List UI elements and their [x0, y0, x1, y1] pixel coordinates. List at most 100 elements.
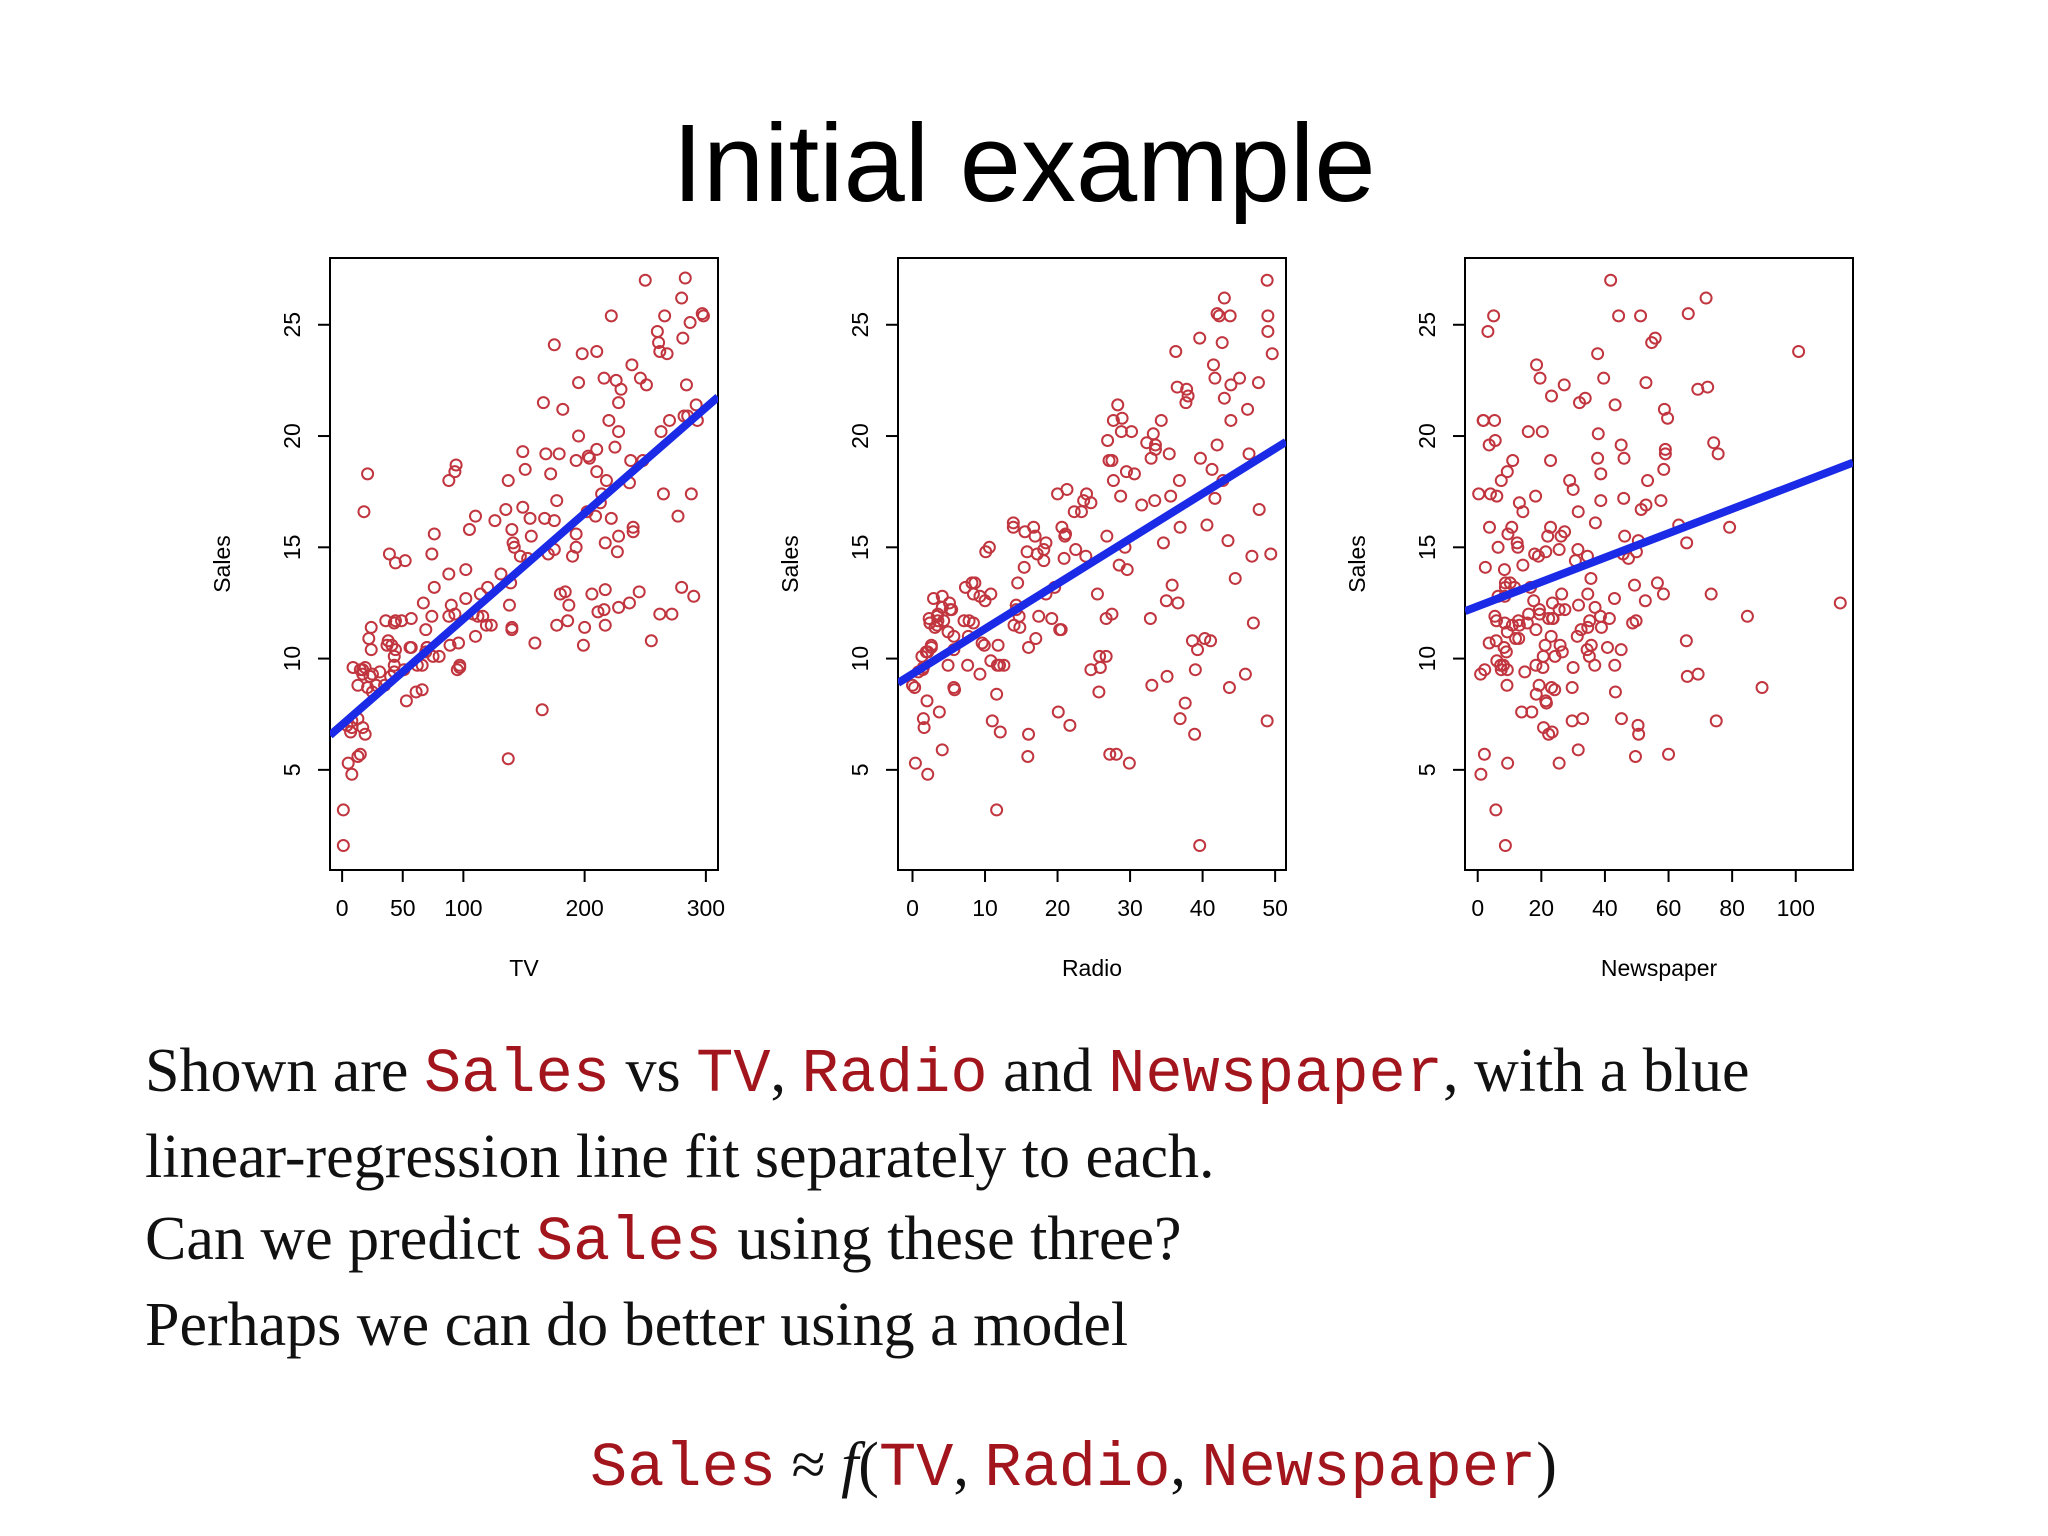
data-point	[1478, 663, 1492, 677]
data-point	[1067, 505, 1081, 519]
data-point	[632, 585, 646, 599]
data-point	[1704, 587, 1718, 601]
data-point	[353, 747, 367, 761]
data-point	[1233, 371, 1247, 385]
chart-tv: 0 50 100 200 300 5 10 15 20 25 TV Sales	[209, 257, 725, 981]
data-point	[687, 589, 701, 603]
data-point	[1701, 380, 1715, 394]
data-point	[448, 607, 462, 621]
data-point	[1101, 433, 1115, 447]
data-point	[1529, 687, 1543, 701]
data-point	[513, 549, 527, 563]
data-point	[1588, 658, 1602, 672]
data-point	[1490, 489, 1504, 503]
data-point	[1148, 494, 1162, 508]
data-point	[1566, 482, 1580, 496]
data-point	[572, 376, 586, 390]
data-point	[975, 636, 989, 650]
data-point	[1055, 520, 1069, 534]
description-line-4: Perhaps we can do better using a model	[145, 1291, 1129, 1359]
data-point	[1217, 391, 1231, 405]
data-point	[448, 465, 462, 479]
data-point	[357, 505, 371, 519]
data-point	[501, 752, 515, 766]
data-point	[1482, 438, 1496, 452]
data-point	[452, 636, 466, 650]
data-point	[1709, 714, 1723, 728]
data-point	[1482, 636, 1496, 650]
x-tick-label: 0	[1471, 895, 1484, 921]
data-point	[945, 603, 959, 617]
x-tick-label: 20	[1045, 895, 1071, 921]
data-point	[947, 681, 961, 695]
data-point	[654, 425, 668, 439]
data-point	[604, 309, 618, 323]
regression-line	[330, 393, 718, 739]
data-point	[1591, 347, 1605, 361]
data-point	[1581, 587, 1595, 601]
data-point	[1632, 727, 1646, 741]
data-point	[1600, 640, 1614, 654]
formula-arg-newspaper: Newspaper	[1201, 1433, 1537, 1504]
data-point	[544, 467, 558, 481]
data-point	[1565, 681, 1579, 695]
data-point	[361, 681, 375, 695]
data-point	[1106, 474, 1120, 488]
data-point	[1565, 714, 1579, 728]
data-point	[932, 705, 946, 719]
data-point	[1228, 571, 1242, 585]
x-tick-label: 0	[336, 895, 349, 921]
data-point	[1491, 540, 1505, 554]
data-point	[957, 614, 971, 628]
data-point	[984, 654, 998, 668]
data-point	[991, 638, 1005, 652]
data-point	[1580, 643, 1594, 657]
data-point	[1566, 660, 1580, 674]
data-point	[388, 614, 402, 628]
code-sales: Sales	[423, 1039, 610, 1110]
data-point	[1639, 376, 1653, 390]
data-point	[1074, 505, 1088, 519]
data-point	[1500, 678, 1514, 692]
data-point	[1535, 425, 1549, 439]
data-point	[1171, 596, 1185, 610]
data-point	[927, 591, 941, 605]
data-point	[597, 371, 611, 385]
data-point	[336, 803, 350, 817]
data-point	[1608, 658, 1622, 672]
data-point	[351, 750, 365, 764]
data-point	[1571, 505, 1585, 519]
data-point	[658, 309, 672, 323]
data-point	[1545, 725, 1559, 739]
data-point	[1658, 447, 1672, 461]
data-point	[1488, 609, 1502, 623]
data-point	[518, 462, 532, 476]
data-point	[1215, 336, 1229, 350]
data-point	[1029, 632, 1043, 646]
data-point	[1594, 494, 1608, 508]
model-formula: Sales ≈ f(TV, Radio, Newspaper)	[590, 1431, 1557, 1504]
data-point	[908, 681, 922, 695]
data-point	[1498, 616, 1512, 630]
data-point	[550, 618, 564, 632]
data-point	[432, 649, 446, 663]
data-point	[1497, 640, 1511, 654]
formula-lhs: Sales	[590, 1433, 777, 1504]
data-point	[1608, 685, 1622, 699]
code-radio: Radio	[801, 1039, 988, 1110]
data-point	[598, 583, 612, 597]
data-point	[1533, 371, 1547, 385]
y-tick-label: 5	[1414, 763, 1440, 776]
data-point	[1509, 632, 1523, 646]
data-point	[1204, 634, 1218, 648]
data-point	[1119, 465, 1133, 479]
y-tick-label: 25	[847, 312, 873, 338]
data-point	[346, 660, 360, 674]
data-point	[1188, 727, 1202, 741]
data-point	[1210, 307, 1224, 321]
y-tick-label: 25	[1414, 312, 1440, 338]
y-tick-label: 20	[1414, 423, 1440, 449]
data-point	[1584, 571, 1598, 585]
code-tv: TV	[696, 1039, 771, 1110]
data-point	[1140, 436, 1154, 450]
